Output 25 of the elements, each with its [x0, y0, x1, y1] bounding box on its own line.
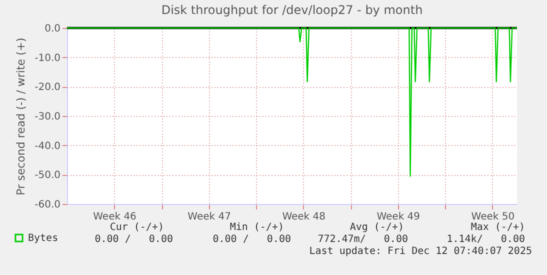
y-tick-label: -10.0 — [34, 52, 60, 64]
y-tick-label: 0.0 — [44, 24, 60, 34]
x-tick-label: Week 50 — [471, 212, 515, 222]
text: Last update: Fri Dec 12 07:40:07 2025 — [309, 246, 532, 257]
x-tick-label: Week 47 — [188, 212, 231, 222]
text: 0.00 / 0.00 — [94, 234, 173, 245]
text: Cur (-/+) — [110, 222, 164, 233]
text: Avg (-/+) — [350, 222, 404, 233]
x-tick-label: Week 49 — [376, 212, 420, 222]
y-tick-label: -50.0 — [34, 170, 60, 182]
text: Max (-/+) — [470, 222, 525, 233]
x-tick-label: Week 46 — [93, 212, 136, 222]
line-series — [66, 27, 518, 177]
y-tick-label: -30.0 — [34, 112, 60, 122]
y-tick-label: -60.0 — [34, 200, 60, 210]
y-tick-label: -40.0 — [34, 140, 60, 152]
chart-title: Disk throughput for /dev/loop27 - by month — [161, 3, 423, 17]
text: Min (-/+) — [230, 222, 284, 233]
y-axis-title: Pr second read (-) / write (+) — [14, 38, 28, 196]
text: 772.47m/ 0.00 — [318, 234, 408, 245]
y-tick-label: -20.0 — [34, 82, 60, 94]
x-tick-label: Week 48 — [282, 212, 326, 222]
text: 1.14k/ 0.00 — [446, 234, 525, 245]
legend-label: Bytes — [28, 233, 58, 244]
text: 0.00 / 0.00 — [212, 234, 291, 245]
